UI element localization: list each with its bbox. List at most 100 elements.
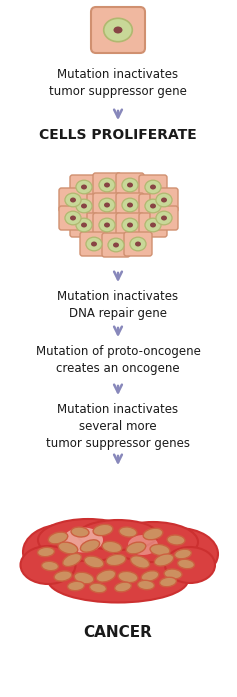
Ellipse shape	[135, 241, 141, 247]
Ellipse shape	[122, 218, 138, 232]
FancyBboxPatch shape	[80, 232, 108, 256]
Ellipse shape	[76, 180, 92, 194]
Ellipse shape	[156, 211, 172, 225]
Ellipse shape	[114, 26, 123, 33]
Ellipse shape	[38, 519, 138, 561]
Ellipse shape	[84, 556, 104, 568]
Ellipse shape	[127, 222, 133, 227]
Ellipse shape	[130, 556, 150, 568]
Ellipse shape	[130, 237, 146, 251]
Ellipse shape	[68, 581, 84, 591]
FancyBboxPatch shape	[102, 233, 130, 257]
Ellipse shape	[102, 542, 122, 553]
Ellipse shape	[81, 222, 87, 227]
FancyBboxPatch shape	[150, 206, 178, 230]
Ellipse shape	[106, 554, 126, 566]
Ellipse shape	[76, 199, 92, 213]
Text: Mutation of proto-oncogene
creates an oncogene: Mutation of proto-oncogene creates an on…	[36, 345, 201, 375]
Ellipse shape	[119, 527, 137, 537]
Ellipse shape	[108, 522, 198, 562]
Ellipse shape	[20, 546, 76, 584]
Ellipse shape	[145, 180, 161, 194]
Ellipse shape	[96, 570, 116, 582]
FancyBboxPatch shape	[70, 194, 98, 218]
Ellipse shape	[160, 577, 176, 587]
Ellipse shape	[80, 539, 100, 552]
Ellipse shape	[122, 178, 138, 192]
Ellipse shape	[127, 203, 133, 208]
Ellipse shape	[48, 558, 188, 602]
FancyBboxPatch shape	[70, 213, 98, 237]
Ellipse shape	[65, 193, 81, 207]
Ellipse shape	[86, 237, 102, 251]
FancyBboxPatch shape	[124, 232, 152, 256]
Ellipse shape	[74, 572, 94, 584]
Ellipse shape	[104, 222, 110, 227]
FancyBboxPatch shape	[139, 213, 167, 237]
Ellipse shape	[126, 542, 146, 554]
Ellipse shape	[99, 218, 115, 232]
Ellipse shape	[99, 198, 115, 212]
Ellipse shape	[104, 18, 132, 42]
Ellipse shape	[63, 528, 103, 553]
Ellipse shape	[93, 524, 113, 536]
Ellipse shape	[165, 547, 215, 583]
Ellipse shape	[70, 197, 76, 203]
Ellipse shape	[122, 198, 138, 212]
Ellipse shape	[23, 525, 103, 579]
FancyBboxPatch shape	[116, 193, 144, 217]
FancyBboxPatch shape	[150, 188, 178, 212]
Ellipse shape	[138, 528, 218, 580]
Ellipse shape	[175, 549, 191, 559]
Ellipse shape	[178, 559, 194, 569]
Ellipse shape	[71, 527, 89, 537]
Ellipse shape	[167, 535, 185, 545]
Ellipse shape	[104, 203, 110, 208]
Ellipse shape	[141, 571, 159, 581]
Ellipse shape	[150, 185, 156, 190]
Ellipse shape	[76, 218, 92, 232]
Ellipse shape	[145, 218, 161, 232]
Ellipse shape	[58, 542, 78, 554]
Ellipse shape	[63, 553, 81, 567]
Ellipse shape	[161, 197, 167, 203]
Ellipse shape	[41, 561, 59, 571]
Ellipse shape	[118, 572, 138, 583]
Ellipse shape	[128, 535, 158, 555]
Ellipse shape	[99, 178, 115, 192]
Ellipse shape	[156, 193, 172, 207]
Ellipse shape	[150, 222, 156, 227]
FancyBboxPatch shape	[91, 7, 145, 53]
Ellipse shape	[81, 204, 87, 208]
FancyBboxPatch shape	[116, 173, 144, 197]
Ellipse shape	[108, 238, 124, 252]
Ellipse shape	[78, 520, 158, 550]
FancyBboxPatch shape	[93, 213, 121, 237]
Ellipse shape	[113, 243, 119, 247]
Ellipse shape	[150, 544, 170, 556]
Ellipse shape	[31, 525, 205, 595]
Ellipse shape	[70, 215, 76, 220]
Ellipse shape	[145, 199, 161, 213]
FancyBboxPatch shape	[93, 193, 121, 217]
Ellipse shape	[137, 581, 155, 590]
Ellipse shape	[161, 215, 167, 220]
Ellipse shape	[65, 211, 81, 225]
Text: CANCER: CANCER	[84, 625, 152, 640]
Ellipse shape	[127, 183, 133, 187]
FancyBboxPatch shape	[116, 213, 144, 237]
Ellipse shape	[54, 571, 72, 581]
FancyBboxPatch shape	[139, 194, 167, 218]
Ellipse shape	[81, 185, 87, 190]
Text: Mutation inactivates
several more
tumor suppressor genes: Mutation inactivates several more tumor …	[46, 403, 190, 450]
Ellipse shape	[154, 554, 174, 566]
FancyBboxPatch shape	[59, 188, 87, 212]
FancyBboxPatch shape	[70, 175, 98, 199]
FancyBboxPatch shape	[93, 173, 121, 197]
Ellipse shape	[48, 532, 68, 544]
Ellipse shape	[164, 569, 182, 579]
Text: Mutation inactivates
DNA repair gene: Mutation inactivates DNA repair gene	[57, 290, 178, 320]
Ellipse shape	[104, 183, 110, 187]
FancyBboxPatch shape	[139, 175, 167, 199]
Ellipse shape	[150, 204, 156, 208]
